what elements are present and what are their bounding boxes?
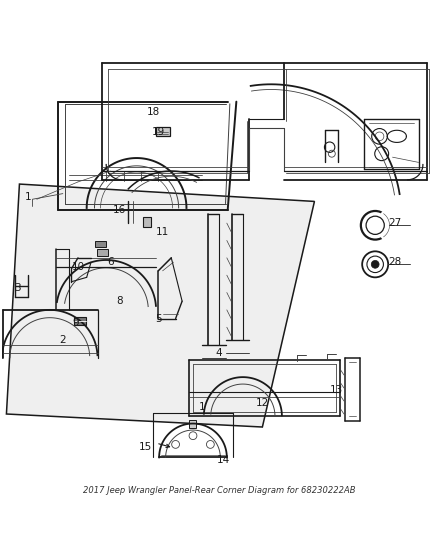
Text: 2: 2 — [60, 335, 66, 345]
Text: 11: 11 — [156, 227, 169, 237]
FancyBboxPatch shape — [156, 127, 170, 136]
Text: 19: 19 — [152, 127, 165, 137]
Text: 9: 9 — [73, 318, 79, 328]
FancyBboxPatch shape — [143, 216, 151, 228]
Text: 1: 1 — [198, 402, 205, 413]
FancyBboxPatch shape — [74, 317, 86, 325]
Text: 5: 5 — [155, 313, 162, 324]
Text: 8: 8 — [116, 296, 123, 306]
FancyBboxPatch shape — [97, 249, 108, 256]
Text: 28: 28 — [388, 257, 401, 267]
Text: 16: 16 — [113, 205, 126, 215]
Text: 3: 3 — [14, 283, 21, 293]
FancyBboxPatch shape — [189, 420, 196, 428]
Circle shape — [371, 261, 379, 268]
Text: 4: 4 — [215, 348, 223, 358]
Text: 13: 13 — [329, 385, 343, 395]
Text: 10: 10 — [71, 262, 85, 271]
Text: 14: 14 — [217, 455, 230, 465]
Text: 1: 1 — [25, 192, 32, 202]
Text: 6: 6 — [107, 257, 114, 267]
Text: 15: 15 — [138, 441, 152, 451]
Text: 27: 27 — [388, 218, 401, 228]
Text: 2017 Jeep Wrangler Panel-Rear Corner Diagram for 68230222AB: 2017 Jeep Wrangler Panel-Rear Corner Dia… — [83, 486, 355, 495]
Polygon shape — [7, 184, 314, 427]
FancyBboxPatch shape — [95, 241, 106, 247]
Text: 12: 12 — [256, 398, 269, 408]
Text: 18: 18 — [147, 108, 161, 117]
